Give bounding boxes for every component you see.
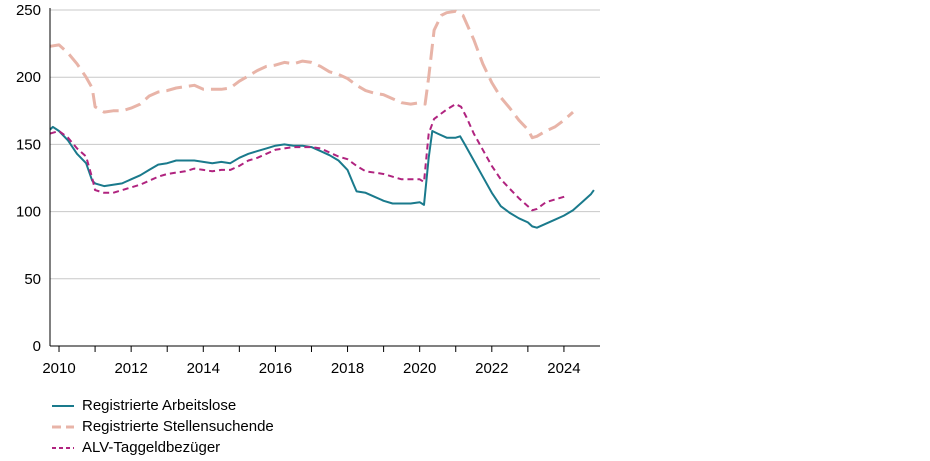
x-tick-label: 2022 — [475, 360, 508, 377]
series-line-1 — [49, 9, 574, 140]
series-line-2 — [49, 103, 568, 212]
legend-swatch-arbeitslose — [52, 404, 74, 407]
x-tick-label: 2016 — [259, 360, 292, 377]
x-tick-label: 2024 — [547, 360, 580, 377]
y-tick-label: 200 — [16, 69, 41, 86]
legend-label-taggeld: ALV-Taggeldbezüger — [82, 439, 221, 456]
y-tick-labels: 0 50 100 150 200 250 — [16, 2, 41, 355]
y-tick-label: 250 — [16, 2, 41, 19]
series-line-0 — [49, 125, 595, 229]
gridlines — [50, 9, 600, 280]
x-tick-label: 2014 — [187, 360, 220, 377]
y-tick-label: 150 — [16, 136, 41, 153]
series-lines — [49, 9, 595, 229]
x-tick-labels: 2010 2012 2014 2016 2018 2020 2022 2024 — [42, 360, 580, 377]
legend-label-stellensuchende: Registrierte Stellensuchende — [82, 418, 274, 435]
legend-label-arbeitslose: Registrierte Arbeitslose — [82, 397, 237, 414]
legend-item-stellensuchende: Registrierte Stellensuchende — [52, 416, 274, 437]
legend-swatch-taggeld — [52, 446, 74, 449]
y-tick-label: 100 — [16, 204, 41, 221]
x-tick-label: 2012 — [114, 360, 147, 377]
y-tick-label: 50 — [24, 271, 41, 288]
line-chart: 0 50 100 150 200 250 2010 2012 2014 2016 2018 2020… — [16, 2, 600, 377]
legend-item-taggeld: ALV-Taggeldbezüger — [52, 437, 274, 458]
legend-item-arbeitslose: Registrierte Arbeitslose — [52, 395, 274, 416]
legend-swatch-stellensuchende — [52, 425, 74, 428]
axes — [49, 8, 600, 352]
x-tick-label: 2010 — [42, 360, 75, 377]
y-tick-label: 0 — [33, 338, 41, 355]
x-tick-label: 2020 — [403, 360, 436, 377]
legend: Registrierte Arbeitslose Registrierte St… — [52, 395, 274, 458]
x-tick-label: 2018 — [331, 360, 364, 377]
